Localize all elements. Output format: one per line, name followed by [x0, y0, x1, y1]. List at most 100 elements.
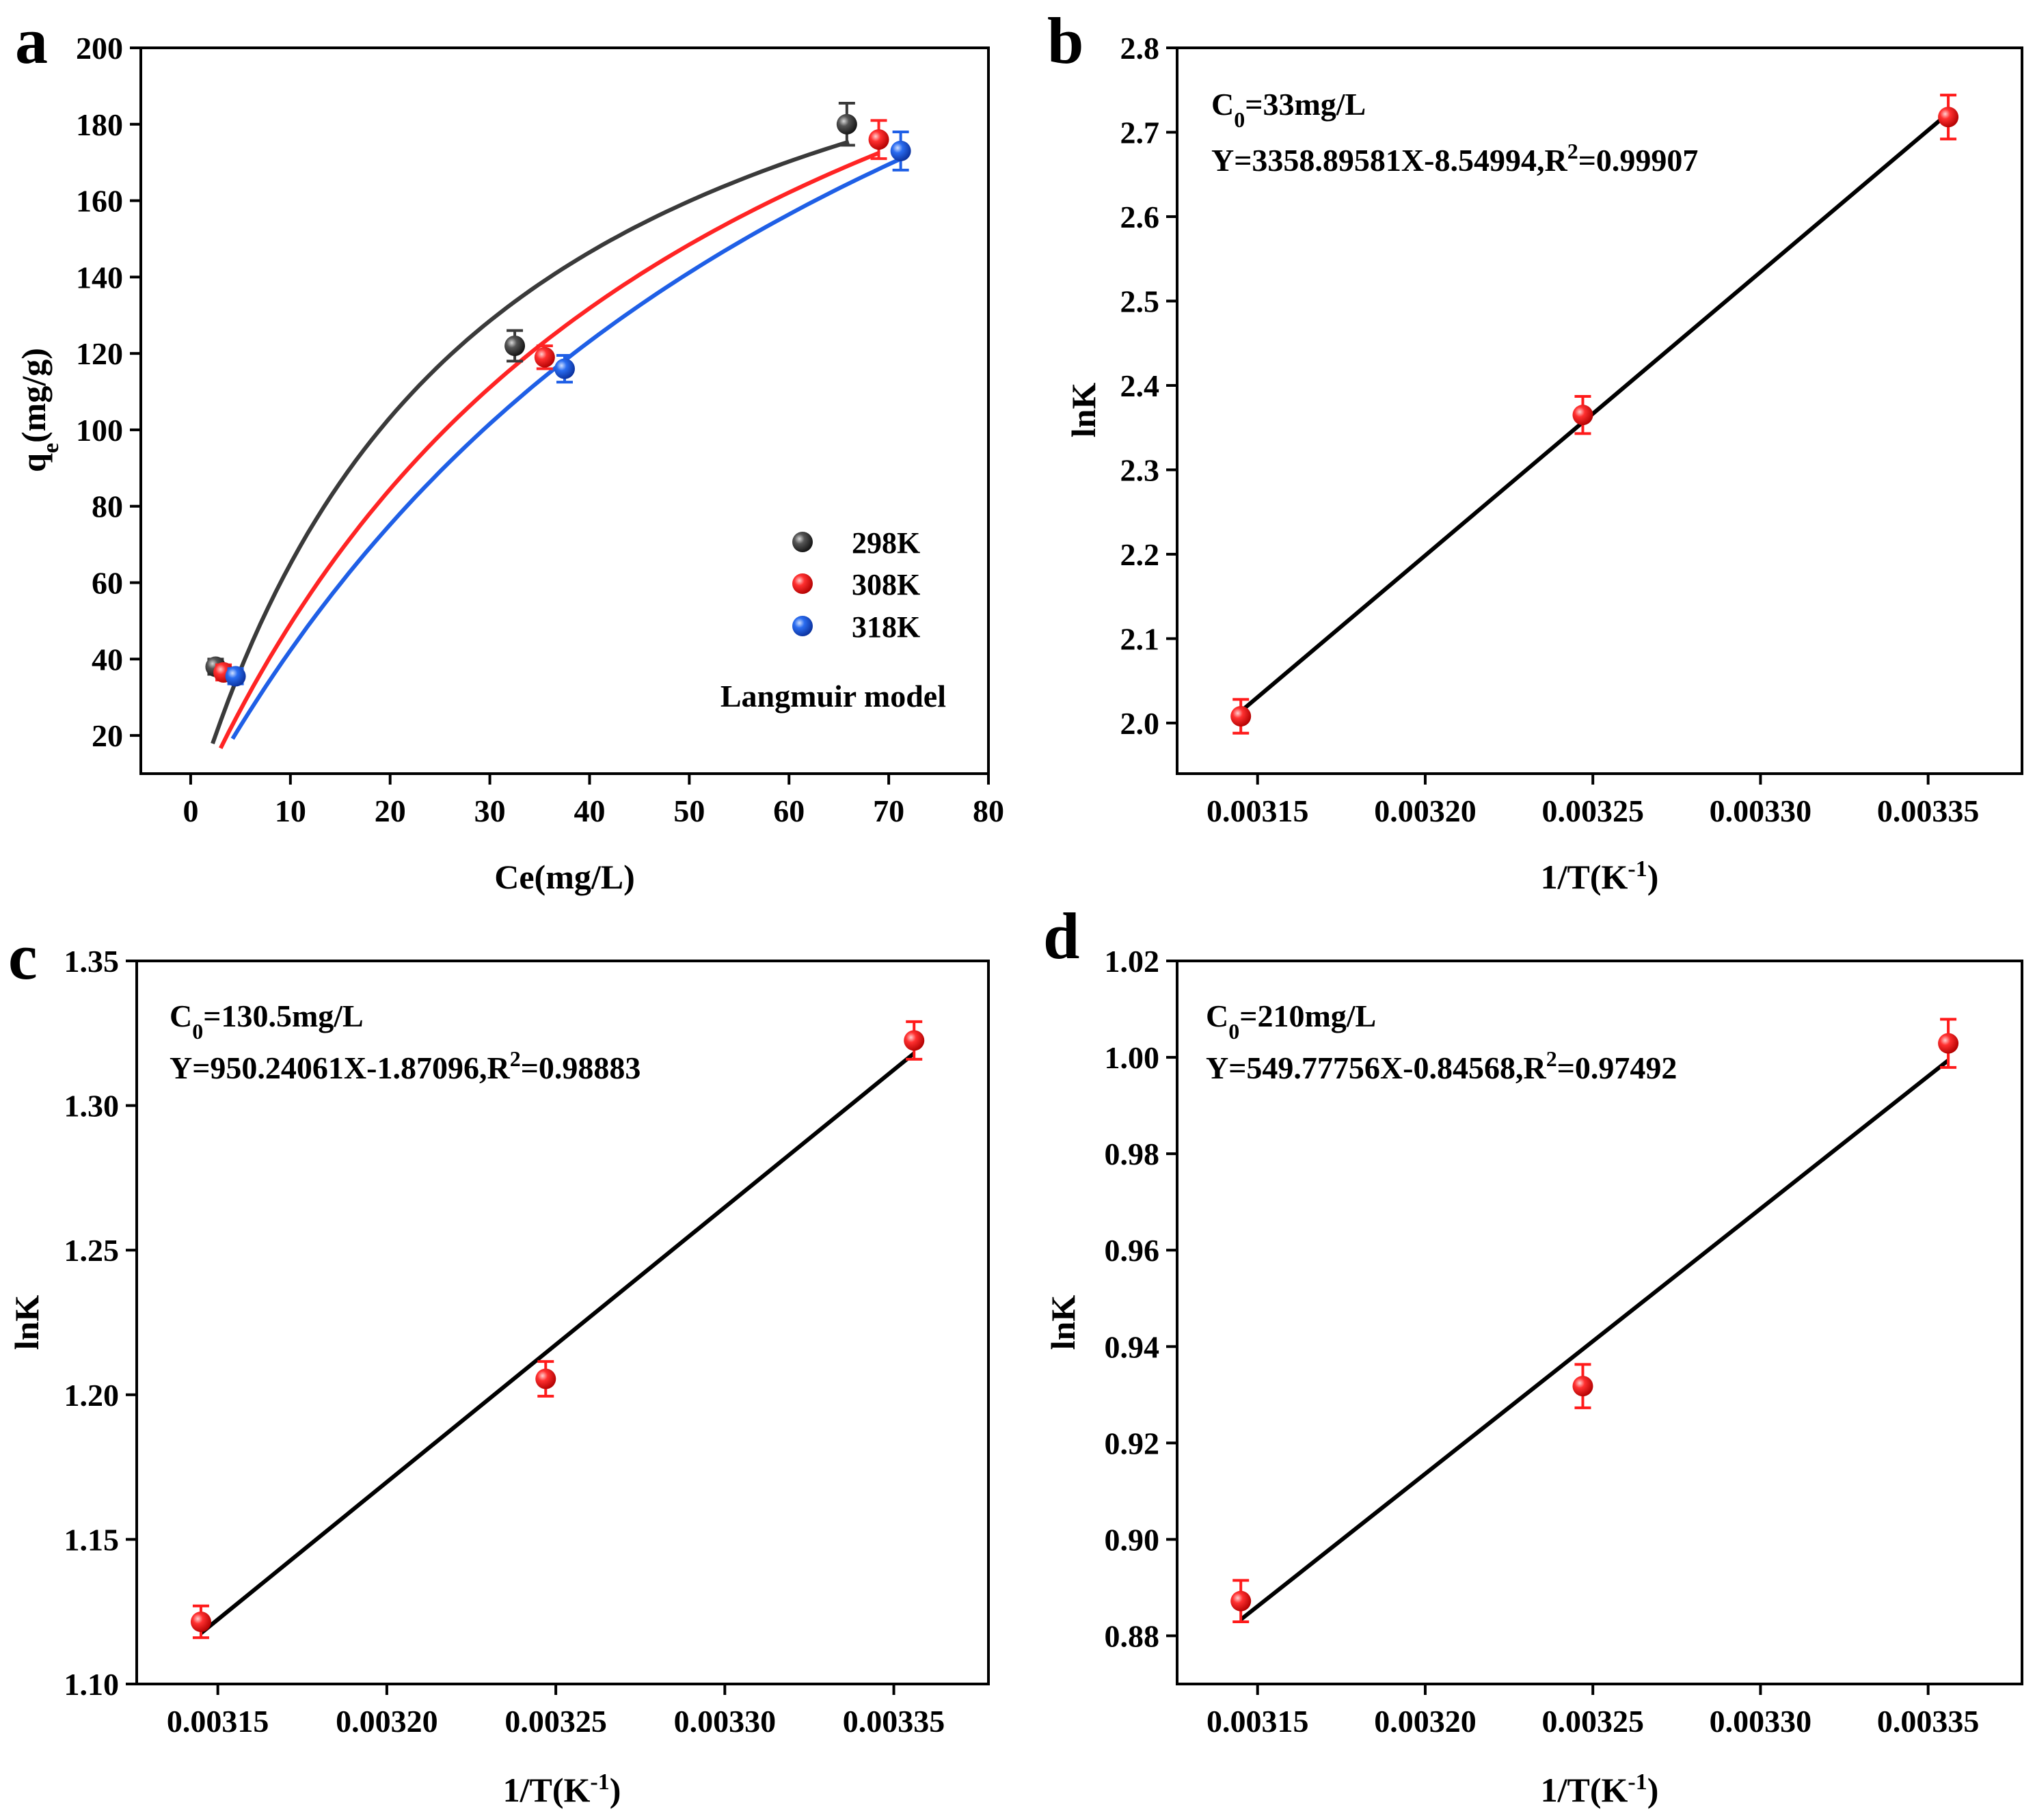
y-tick-label: 1.00: [1105, 1040, 1160, 1075]
data-point: [904, 1020, 925, 1061]
panel-a-y-axis-title: qe(mg/g): [14, 348, 64, 472]
y-tick-label: 160: [76, 184, 123, 219]
data-point: [534, 344, 555, 370]
panel-b-data-points: [1230, 94, 1959, 735]
panel-a-fit-curves: [211, 139, 900, 750]
point-marker: [225, 666, 246, 687]
x-tick-label: 0.00325: [1541, 1704, 1644, 1739]
x-tick-label: 0.00325: [504, 1704, 607, 1739]
y-tick-label: 0.90: [1105, 1522, 1160, 1557]
fit-curve-318K: [230, 158, 900, 740]
point-marker: [890, 140, 911, 161]
y-tick-label: 120: [76, 336, 123, 371]
y-tick-label: 140: [76, 260, 123, 295]
data-point: [504, 329, 526, 363]
y-tick-label: 1.30: [64, 1089, 120, 1124]
linear-fit-line: [200, 1051, 916, 1635]
x-tick-label: 70: [873, 793, 904, 828]
panel-d-plot-frame: [1176, 960, 2023, 1685]
y-tick-label: 20: [92, 718, 123, 753]
panel-c-x-axis: 0.00315 0.00320 0.00325 0.00330 0.00335: [167, 1684, 945, 1739]
point-marker: [534, 347, 555, 368]
y-tick-label: 2.0: [1120, 706, 1160, 741]
point-marker: [1572, 405, 1593, 426]
y-tick-label: 1.15: [64, 1522, 120, 1557]
x-tick-label: 30: [474, 793, 506, 828]
y-tick-label: 2.7: [1120, 115, 1160, 150]
x-tick-label: 0.00320: [1374, 1704, 1477, 1739]
data-point: [890, 130, 911, 172]
x-tick-label: 40: [574, 793, 605, 828]
data-point: [1572, 395, 1593, 435]
data-point: [190, 1604, 211, 1640]
point-marker: [1230, 1590, 1252, 1612]
y-tick-label: 100: [76, 413, 123, 448]
legend-label-298k: 298K: [852, 526, 920, 560]
panel-d-vant-hoff-210: d 0.00315 0.00320 0.00325 0.00330 0.00335 0.…: [1043, 899, 2023, 1809]
data-point: [1938, 1018, 1959, 1069]
y-tick-label: 1.10: [64, 1667, 120, 1702]
y-tick-label: 0.92: [1105, 1426, 1160, 1461]
y-tick-label: 0.96: [1105, 1233, 1160, 1268]
point-marker: [190, 1612, 211, 1633]
data-point: [836, 102, 857, 147]
data-point: [868, 119, 889, 161]
panel-a-model-annotation: Langmuir model: [720, 679, 946, 714]
panel-b-fit-line: [1239, 111, 1950, 714]
x-tick-label: 0: [183, 793, 198, 828]
y-tick-label: 1.20: [64, 1378, 120, 1413]
panel-a-plot-frame: [139, 46, 990, 775]
x-tick-label: 0.00335: [843, 1704, 945, 1739]
y-tick-label: 2.5: [1120, 284, 1160, 318]
x-tick-label: 20: [375, 793, 406, 828]
y-tick-label: 0.94: [1105, 1329, 1160, 1364]
panel-c-plot-frame: [135, 960, 990, 1685]
x-tick-label: 0.00315: [167, 1704, 269, 1739]
y-tick-label: 2.6: [1120, 200, 1160, 234]
panel-a-langmuir-isotherm: a 0 10 20 30 40 50 60 70 80 20 40 60 80 100 120 140 160…: [14, 4, 1004, 896]
point-marker: [554, 358, 575, 379]
panel-d-y-axis-title: lnK: [1044, 1295, 1082, 1350]
data-point: [1572, 1363, 1593, 1409]
x-tick-label: 10: [275, 793, 306, 828]
y-tick-label: 2.4: [1120, 368, 1160, 403]
y-tick-label: 200: [76, 31, 123, 66]
fit-curve-308K: [219, 151, 880, 750]
panel-a-x-axis-title: Ce(mg/L): [494, 858, 635, 896]
panel-c-c0-label: C0=130.5mg/L: [170, 999, 364, 1044]
panel-b-fit-equation: Y=3358.89581X-8.54994,R2=0.99907: [1211, 139, 1698, 178]
legend-marker-298k: [792, 532, 813, 552]
y-tick-label: 60: [92, 566, 123, 601]
panel-a-data-points: [205, 102, 911, 687]
point-marker: [904, 1030, 925, 1051]
point-marker: [1572, 1376, 1593, 1397]
x-tick-label: 80: [973, 793, 1004, 828]
panel-c-x-axis-title: 1/T(K-1): [503, 1769, 621, 1810]
x-tick-label: 0.00315: [1207, 1704, 1309, 1739]
panel-d-y-axis: 0.88 0.90 0.92 0.94 0.96 0.98 1.00 1.02: [1105, 944, 1177, 1653]
point-marker: [1230, 706, 1252, 727]
panel-b-y-axis-title: lnK: [1064, 383, 1103, 438]
y-tick-label: 1.25: [64, 1233, 120, 1268]
panel-c-data-points: [190, 1020, 925, 1640]
panel-a-y-axis: 20 40 60 80 100 120 140 160 180 200: [76, 31, 141, 753]
panel-c-vant-hoff-130: c 0.00315 0.00320 0.00325 0.00330 0.00335 1.…: [8, 920, 990, 1810]
y-tick-label: 0.98: [1105, 1137, 1160, 1171]
x-tick-label: 0.00335: [1877, 1704, 1980, 1739]
y-tick-label: 40: [92, 642, 123, 677]
panel-d-x-axis: 0.00315 0.00320 0.00325 0.00330 0.00335: [1207, 1684, 1979, 1739]
legend-label-318k: 318K: [852, 610, 920, 644]
linear-fit-line: [1239, 1059, 1950, 1622]
data-point: [225, 666, 246, 687]
point-marker: [1938, 107, 1959, 128]
y-tick-label: 80: [92, 489, 123, 524]
panel-b-y-axis: 2.0 2.1 2.2 2.3 2.4 2.5 2.6 2.7 2.8: [1120, 31, 1177, 741]
panel-b-x-axis: 0.00315 0.00320 0.00325 0.00330 0.00335: [1207, 774, 1979, 828]
x-tick-label: 0.00315: [1207, 793, 1309, 828]
y-tick-label: 2.2: [1120, 537, 1160, 572]
legend-marker-318k: [792, 616, 813, 636]
panel-a-x-axis: 0 10 20 30 40 50 60 70 80: [183, 774, 1004, 828]
data-point: [1230, 1579, 1252, 1624]
panel-d-fit-line: [1239, 1059, 1950, 1622]
